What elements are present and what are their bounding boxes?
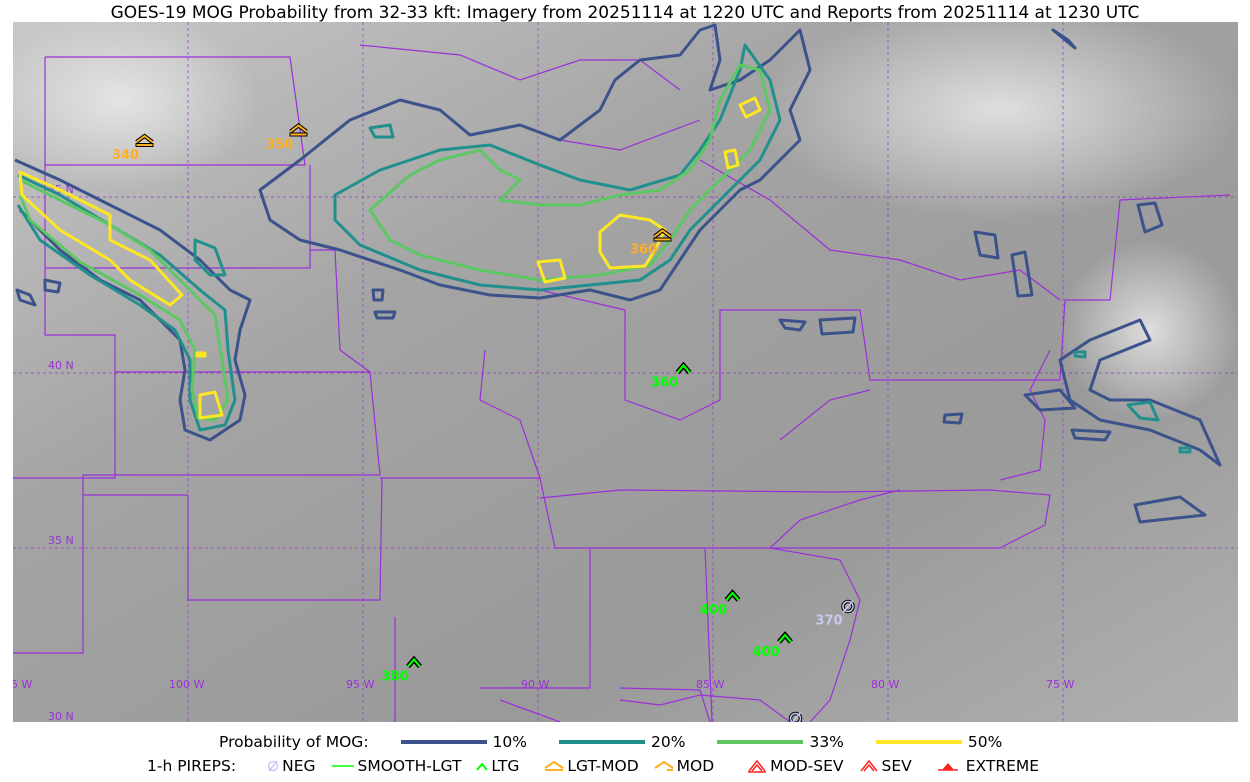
pirep-altitude-label: 360: [651, 376, 678, 391]
legend-mod: MOD: [676, 757, 715, 775]
pirep-ltg-marker: [777, 631, 793, 644]
extreme-icon: [937, 763, 958, 771]
lon-label: 90 W: [521, 678, 549, 691]
pirep-altitude-label: 400: [700, 603, 727, 618]
pirep-altitude-label: 380: [381, 670, 408, 685]
moderate-icon: [654, 760, 674, 771]
legend-sev: SEV: [881, 757, 912, 775]
pirep-mod-marker: [289, 123, 308, 137]
lon-label: 95 W: [346, 678, 374, 691]
pirep-altitude-label: 340: [112, 148, 139, 163]
pirep-legend: 1-h PIREPS: NEG SMOOTH-LGT LTG LGT-MOD M…: [0, 757, 1250, 775]
legend-mod-sev: MOD-SEV: [770, 757, 844, 775]
legend-extreme: EXTREME: [965, 757, 1040, 775]
probability-legend-title: Probability of MOG:: [219, 733, 369, 751]
legend-ltg: LTG: [491, 757, 520, 775]
probability-legend: Probability of MOG: 10% 20% 33% 50%: [0, 733, 1250, 751]
pirep-ltg-marker: [724, 589, 741, 602]
cloud-area: [760, 22, 1238, 220]
legend-lgt-mod: LGT-MOD: [567, 757, 639, 775]
lat-label: 40 N: [48, 359, 74, 372]
lon-label: 75 W: [1046, 678, 1074, 691]
pirep-mod-marker: [135, 133, 154, 147]
pirep-altitude-label: 370: [815, 614, 842, 629]
legend-label-20pct: 20%: [651, 733, 686, 751]
pirep-altitude-label: 400: [752, 645, 779, 660]
swatch-10pct: [400, 740, 487, 744]
swatch-33pct: [717, 740, 804, 744]
light-moderate-icon: [544, 760, 564, 771]
lon-label: 105 W: [13, 678, 32, 691]
light-chevron-icon: [476, 762, 489, 771]
legend-label-33pct: 33%: [809, 733, 844, 751]
lon-label: 80 W: [871, 678, 899, 691]
legend-label-50pct: 50%: [967, 733, 1003, 751]
cloud-area: [13, 22, 260, 190]
legend-smooth-lgt: SMOOTH-LGT: [357, 757, 462, 775]
contour-33pct: [18, 63, 772, 422]
lon-label: 85 W: [696, 678, 724, 691]
smooth-light-line-icon: [331, 765, 354, 767]
severe-icon: [859, 759, 878, 772]
pirep-altitude-label: 350: [266, 138, 293, 153]
swatch-50pct: [875, 740, 962, 744]
satellite-map: 45 N 40 N 35 N 30 N 105 W 100 W 95 W 90 …: [13, 22, 1238, 722]
state-borders: [13, 44, 1231, 722]
pirep-neg-marker: [788, 711, 803, 722]
swatch-20pct: [559, 740, 645, 744]
chart-title: GOES-19 MOG Probability from 32-33 kft: …: [110, 3, 1140, 23]
cloud-area: [1060, 240, 1238, 420]
contour-10pct: [14, 23, 1222, 524]
legend-neg: NEG: [282, 757, 316, 775]
moderate-severe-icon: [748, 759, 767, 773]
graticule: [13, 22, 1238, 722]
lat-label: 30 N: [48, 710, 74, 722]
neg-circle-slash-icon: [267, 760, 279, 772]
pirep-legend-title: 1-h PIREPS:: [147, 757, 237, 775]
pirep-ltg-marker: [406, 655, 422, 669]
legend-label-10pct: 10%: [492, 733, 527, 751]
pirep-markers: 340350360360400400380370370: [112, 123, 855, 722]
pirep-ltg-marker: [675, 361, 692, 375]
pirep-mod-marker: [653, 228, 672, 242]
lat-label: 35 N: [48, 534, 74, 547]
lon-label: 100 W: [169, 678, 204, 691]
pirep-neg-marker: [841, 599, 855, 614]
contour-50pct: [18, 96, 762, 420]
pirep-altitude-label: 360: [630, 243, 657, 258]
